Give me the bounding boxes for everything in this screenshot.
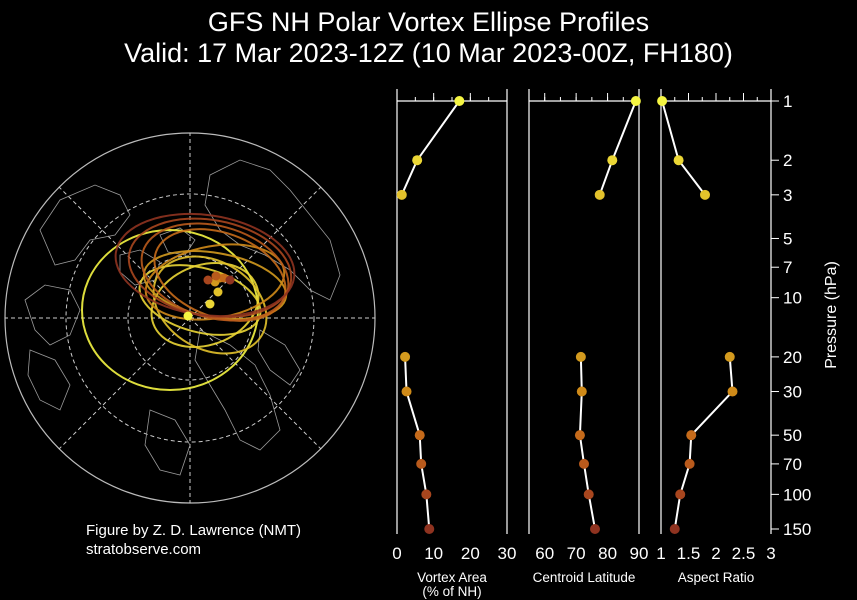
ellipse-centroid [203,275,213,285]
y-tick-label: 20 [783,348,802,367]
profile-point [576,386,587,397]
y-tick-label: 2 [783,151,792,170]
coastline [27,349,71,411]
profile-point [575,351,586,362]
profile-point [579,458,589,469]
ellipse-centroid [225,275,235,285]
profile-point [673,155,684,166]
ellipse-centroid [213,287,223,297]
profile-point [400,351,411,362]
coastline [257,329,301,386]
profile-point [421,489,432,500]
profile-point [401,386,412,397]
x-tick-label: 3 [766,544,775,563]
profile-point [416,458,427,469]
chart-title: GFS NH Polar Vortex Ellipse Profiles [207,7,650,37]
polar-map [4,132,376,504]
x-axis-label: (% of NH) [422,584,481,599]
profile-point [675,489,686,500]
y-tick-label: 10 [783,289,802,308]
x-tick-label: 90 [630,544,649,563]
profile-point [700,189,710,200]
x-tick-label: 2.5 [732,544,756,563]
meridian-line [58,317,191,450]
chart-subtitle: Valid: 17 Mar 2023-12Z (10 Mar 2023-00Z,… [124,38,733,68]
vortex-ellipse [114,212,296,318]
profile-point [607,155,618,166]
profile-panel: 60 70 80 90 Centroid Latitude [528,89,649,585]
x-tick-label: 0 [392,544,401,563]
profile-point [727,386,738,397]
y-tick-label: 50 [783,426,802,445]
profile-line [673,356,734,530]
profile-line [404,356,431,530]
y-tick-label: 100 [783,485,811,504]
profile-point [590,524,600,534]
coastline [39,184,131,266]
profile-point [724,351,735,362]
profile-point [594,189,605,200]
x-tick-label: 30 [498,544,517,563]
vortex-ellipse [150,261,260,349]
profile-point [574,430,585,441]
x-tick-label: 20 [461,544,480,563]
profile-line [661,100,706,196]
x-tick-label: 1 [656,544,665,563]
y-tick-label: 70 [783,455,802,474]
profile-point [657,96,668,106]
y-tick-label: 5 [783,229,792,248]
x-tick-label: 10 [424,544,443,563]
meridian-line [58,186,191,319]
x-axis-label: Centroid Latitude [533,570,636,585]
profile-point [412,155,423,166]
meridian-line [189,186,322,319]
profile-line [400,100,461,196]
profile-panel: 1 1.5 2 2.5 3 Aspect Ratio 1 2 3 5 7 10 20 30 50 70 100 1… [656,89,840,585]
profile-panels: 0 10 20 30 Vortex Area(% of NH) 60 70 80 90 Centr… [392,89,840,599]
profile-line [598,100,637,196]
ellipse-centroid [183,311,193,321]
ellipse-centroid [205,299,215,309]
profile-panel: 0 10 20 30 Vortex Area(% of NH) [392,89,516,599]
credit-author: Figure by Z. D. Lawrence (NMT) [86,522,302,539]
y-tick-label: 1 [783,92,792,111]
latitude-circle [65,193,315,443]
profile-point [684,458,695,469]
coastline [144,409,191,476]
coastline [159,227,196,256]
x-tick-label: 1.5 [677,544,701,563]
y-tick-label: 150 [783,520,811,539]
coastline [24,284,81,346]
coastline [194,329,281,451]
y-tick-label: 7 [783,258,792,277]
profile-point [583,489,594,500]
coastline [204,159,341,301]
x-tick-label: 2 [711,544,720,563]
y-tick-label: 30 [783,383,802,402]
ellipse-centroid [211,271,221,281]
x-axis-label: Vortex Area [417,570,487,585]
meridian-line [189,317,322,450]
x-tick-label: 70 [567,544,586,563]
profile-point [414,430,425,441]
credit-website: stratobserve.com [86,541,202,558]
profile-point [396,189,407,200]
y-tick-label: 3 [783,186,792,205]
x-axis-label: Aspect Ratio [678,570,755,585]
x-tick-label: 60 [535,544,554,563]
profile-point [424,524,435,534]
profile-point [630,96,641,106]
profile-line [578,356,596,530]
profile-point [454,96,465,106]
y-axis-label: Pressure (hPa) [823,261,840,369]
profile-point [669,524,680,534]
x-tick-label: 80 [598,544,617,563]
profile-point [686,430,697,441]
